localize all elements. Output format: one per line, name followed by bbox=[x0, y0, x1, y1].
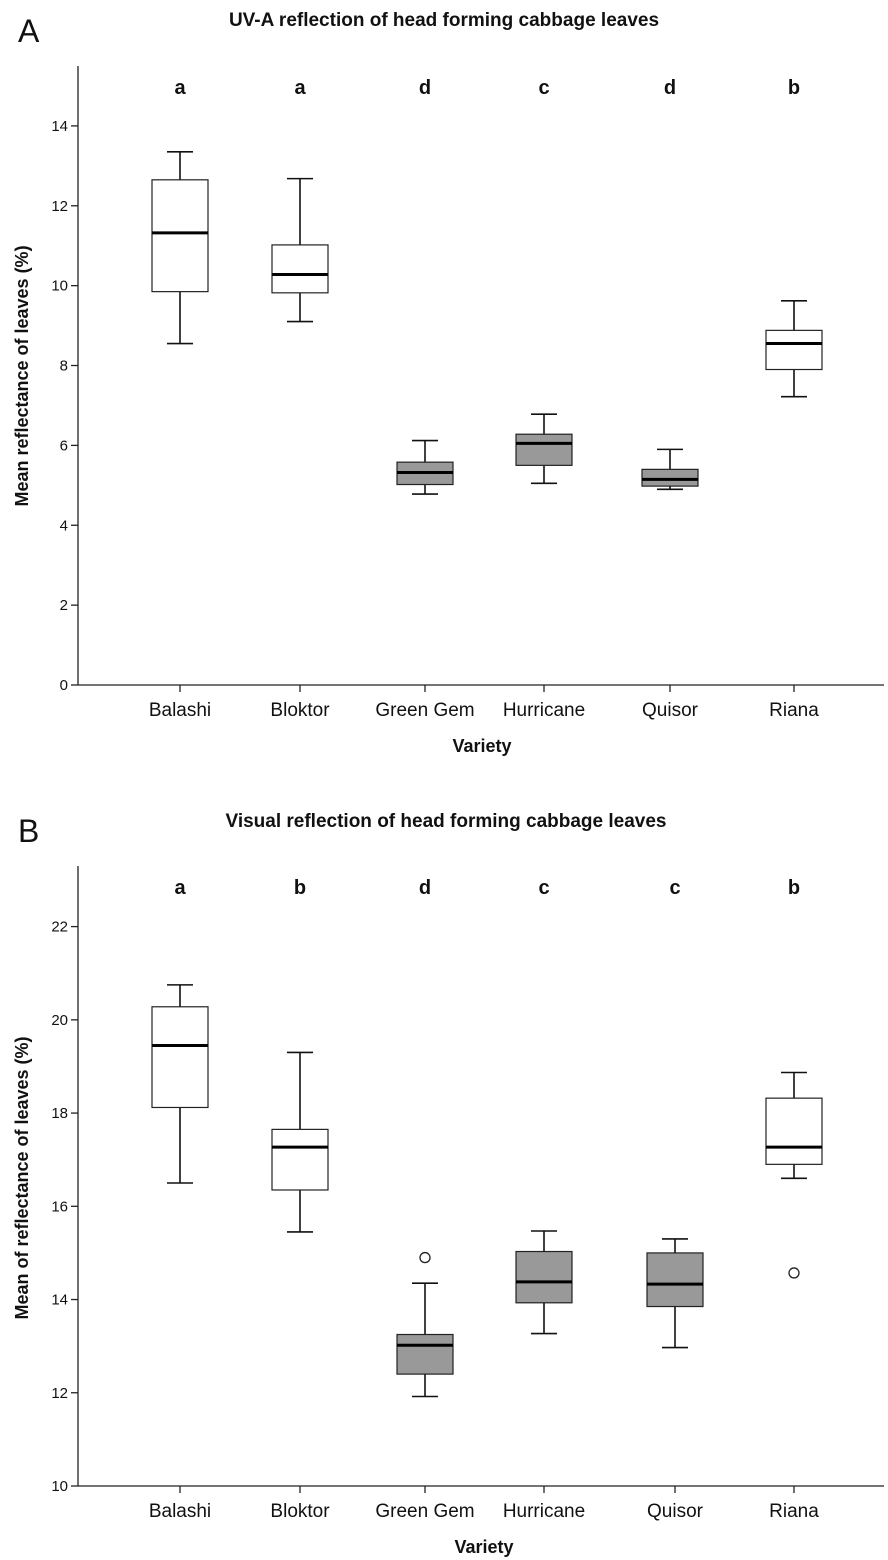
y-tick-label: 22 bbox=[51, 919, 68, 936]
outlier-point bbox=[788, 1267, 800, 1279]
panel-b-label: B bbox=[18, 813, 39, 849]
x-tick-label: Riana bbox=[769, 700, 819, 721]
box-iqr bbox=[151, 1006, 209, 1109]
y-tick-label: 12 bbox=[51, 198, 68, 215]
panel-a-y-axis-label: Mean reflectance of leaves (%) bbox=[12, 245, 32, 506]
panel-b-y-axis-label: Mean of reflectance of leaves (%) bbox=[12, 1036, 32, 1319]
panel-a-title: UV-A reflection of head forming cabbage … bbox=[229, 10, 659, 31]
y-tick-label: 14 bbox=[51, 118, 68, 135]
y-tick-label: 10 bbox=[51, 278, 68, 295]
significance-letter: d bbox=[419, 877, 431, 899]
x-tick-label: Quisor bbox=[647, 1501, 704, 1522]
significance-letter: d bbox=[664, 77, 676, 99]
significance-letter: c bbox=[669, 877, 680, 899]
box-iqr bbox=[646, 1252, 704, 1308]
significance-letter: a bbox=[174, 877, 186, 899]
box-iqr bbox=[151, 179, 209, 293]
panel-b-title: Visual reflection of head forming cabbag… bbox=[225, 811, 666, 832]
y-tick-label: 6 bbox=[60, 437, 68, 454]
panel-a-x-axis-label: Variety bbox=[452, 736, 511, 756]
box-iqr bbox=[765, 329, 823, 371]
significance-letter: a bbox=[174, 77, 186, 99]
y-tick-label: 8 bbox=[60, 358, 68, 375]
x-tick-label: Bloktor bbox=[270, 1501, 330, 1522]
x-tick-label: Bloktor bbox=[270, 700, 330, 721]
box-iqr bbox=[515, 433, 573, 466]
significance-letter: a bbox=[294, 77, 306, 99]
significance-letter: b bbox=[294, 877, 306, 899]
x-tick-label: Green Gem bbox=[375, 700, 474, 721]
x-tick-label: Quisor bbox=[642, 700, 699, 721]
significance-letter: b bbox=[788, 77, 800, 99]
x-tick-label: Balashi bbox=[149, 700, 211, 721]
x-tick-label: Green Gem bbox=[375, 1501, 474, 1522]
panel-b-x-axis-label: Variety bbox=[454, 1537, 513, 1557]
panel-a-label: A bbox=[18, 13, 40, 49]
y-tick-label: 2 bbox=[60, 597, 68, 614]
y-tick-label: 16 bbox=[51, 1198, 68, 1215]
x-tick-label: Hurricane bbox=[503, 700, 585, 721]
significance-letter: b bbox=[788, 877, 800, 899]
box-iqr bbox=[271, 1128, 329, 1191]
y-tick-label: 20 bbox=[51, 1012, 68, 1029]
box-iqr bbox=[515, 1250, 573, 1304]
outlier-point bbox=[419, 1251, 431, 1264]
box-iqr bbox=[396, 1333, 454, 1375]
significance-letter: c bbox=[538, 77, 549, 99]
panel-b: B Visual reflection of head forming cabb… bbox=[12, 811, 884, 1557]
y-tick-label: 0 bbox=[60, 677, 68, 694]
y-tick-label: 12 bbox=[51, 1385, 68, 1402]
box-iqr bbox=[641, 468, 699, 487]
y-tick-label: 4 bbox=[60, 517, 68, 534]
y-tick-label: 10 bbox=[51, 1478, 68, 1495]
x-tick-label: Riana bbox=[769, 1501, 819, 1522]
significance-letter: d bbox=[419, 77, 431, 99]
box-iqr bbox=[271, 244, 329, 294]
x-tick-label: Hurricane bbox=[503, 1501, 585, 1522]
significance-letter: c bbox=[538, 877, 549, 899]
y-tick-label: 14 bbox=[51, 1292, 68, 1309]
y-tick-label: 18 bbox=[51, 1105, 68, 1122]
panel-a: A UV-A reflection of head forming cabbag… bbox=[12, 10, 884, 756]
x-tick-label: Balashi bbox=[149, 1501, 211, 1522]
box-iqr bbox=[765, 1097, 823, 1165]
